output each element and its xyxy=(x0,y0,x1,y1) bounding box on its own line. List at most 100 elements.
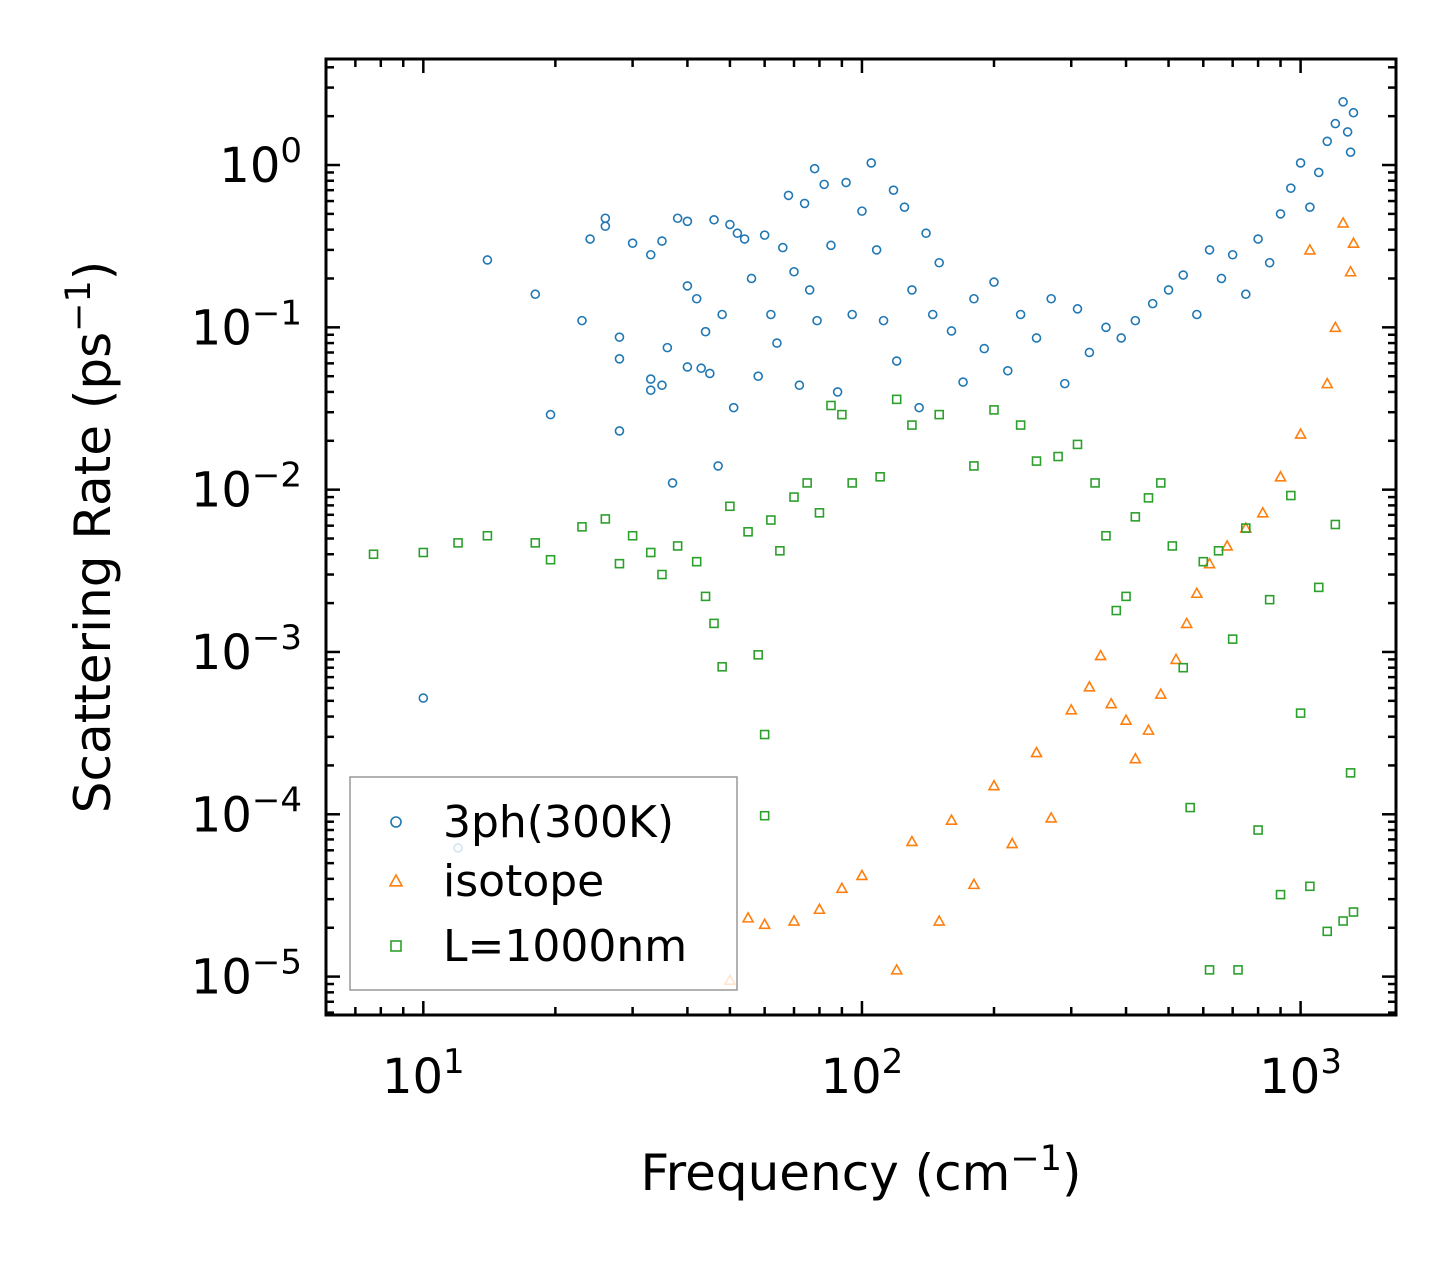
x-axis-label: Frequency (cm−1) xyxy=(640,1139,1081,1202)
point-boundary xyxy=(1240,523,1251,533)
point-3ph xyxy=(753,371,763,382)
point-3ph xyxy=(717,309,727,320)
point-boundary xyxy=(530,538,541,548)
point-3ph xyxy=(783,190,794,201)
point-3ph xyxy=(759,230,770,240)
point-3ph xyxy=(713,461,723,471)
legend: 3ph(300K) isotope L=1000nm xyxy=(349,776,738,991)
point-3ph xyxy=(772,338,782,348)
point-3ph xyxy=(725,219,735,230)
point-boundary xyxy=(766,515,776,525)
y-axis-label-close: ) xyxy=(64,261,122,281)
point-3ph xyxy=(739,234,750,244)
point-boundary xyxy=(1015,420,1026,430)
data-points xyxy=(368,97,1360,986)
point-boundary xyxy=(759,729,770,740)
point-3ph xyxy=(1015,309,1026,320)
point-3ph xyxy=(794,380,805,391)
point-boundary xyxy=(700,591,711,602)
point-boundary xyxy=(969,461,979,471)
point-boundary xyxy=(753,650,763,660)
point-isotope xyxy=(890,963,904,975)
point-boundary xyxy=(691,556,702,567)
point-boundary xyxy=(743,526,753,537)
point-3ph xyxy=(682,216,693,227)
point-3ph xyxy=(1163,285,1174,295)
point-isotope xyxy=(1294,427,1307,439)
series-3 xyxy=(368,394,1359,975)
point-isotope xyxy=(835,881,849,894)
point-3ph xyxy=(907,285,917,295)
point-isotope xyxy=(1169,652,1183,665)
point-boundary xyxy=(627,530,638,541)
point-boundary xyxy=(934,409,944,420)
point-3ph xyxy=(732,228,743,239)
point-3ph xyxy=(1348,107,1359,118)
point-3ph xyxy=(826,240,836,251)
point-isotope xyxy=(1274,470,1287,482)
point-isotope xyxy=(1083,680,1096,692)
point-boundary xyxy=(368,549,379,560)
point-boundary xyxy=(418,547,429,558)
point-isotope xyxy=(1344,265,1357,277)
point-3ph xyxy=(672,213,683,224)
y-tick-label: 10−5 xyxy=(191,943,302,1006)
point-boundary xyxy=(657,569,667,580)
point-3ph xyxy=(1046,293,1056,304)
legend-label-boundary: L=1000nm xyxy=(443,921,687,972)
point-boundary xyxy=(1264,594,1275,605)
point-boundary xyxy=(989,405,999,415)
point-boundary xyxy=(1253,825,1263,835)
x-axis-label-text: Frequency (cm xyxy=(640,1144,1010,1202)
point-boundary xyxy=(1213,546,1224,556)
point-3ph xyxy=(1101,322,1111,333)
point-boundary xyxy=(1330,519,1341,530)
point-boundary xyxy=(814,508,825,518)
point-3ph xyxy=(804,285,815,295)
point-isotope xyxy=(1044,811,1058,823)
y-axis-label-exponent: −1 xyxy=(59,280,99,332)
point-3ph xyxy=(832,387,843,397)
point-3ph xyxy=(682,281,693,291)
y-tick-label: 10−3 xyxy=(191,618,302,681)
point-3ph xyxy=(1264,257,1275,268)
point-3ph xyxy=(746,273,757,284)
point-isotope xyxy=(1064,703,1078,715)
point-boundary xyxy=(1286,490,1296,501)
point-3ph xyxy=(585,234,595,244)
point-boundary xyxy=(672,541,683,551)
point-3ph xyxy=(888,185,899,195)
point-boundary xyxy=(645,547,656,558)
point-isotope xyxy=(932,914,946,926)
point-3ph xyxy=(1084,347,1095,358)
point-3ph xyxy=(934,257,944,268)
point-isotope xyxy=(1119,713,1133,725)
point-3ph xyxy=(819,179,829,190)
point-3ph xyxy=(545,409,556,420)
point-3ph xyxy=(614,332,625,342)
point-3ph xyxy=(1342,127,1353,137)
point-3ph xyxy=(1147,298,1158,309)
point-3ph xyxy=(871,245,882,255)
point-boundary xyxy=(1178,662,1189,673)
point-boundary xyxy=(453,538,463,548)
legend-label-3ph: 3ph(300K) xyxy=(443,797,674,848)
point-isotope xyxy=(945,813,958,825)
point-boundary xyxy=(875,472,885,482)
point-isotope xyxy=(787,914,801,926)
tick-labels: 101 102 103 100 10−1 10−2 10−3 10−4 10−5 xyxy=(191,131,1342,1105)
point-isotope xyxy=(1328,320,1342,333)
point-3ph xyxy=(778,242,788,253)
x-axis-label-exponent: −1 xyxy=(1010,1139,1062,1179)
point-boundary xyxy=(1233,965,1243,975)
point-3ph xyxy=(1216,273,1227,284)
point-3ph xyxy=(682,362,693,372)
point-3ph xyxy=(1295,158,1306,168)
point-isotope xyxy=(905,834,919,847)
point-isotope xyxy=(1005,836,1019,849)
point-3ph xyxy=(1305,202,1315,212)
point-3ph xyxy=(1227,249,1238,260)
point-3ph xyxy=(921,228,931,239)
point-3ph xyxy=(946,326,957,336)
